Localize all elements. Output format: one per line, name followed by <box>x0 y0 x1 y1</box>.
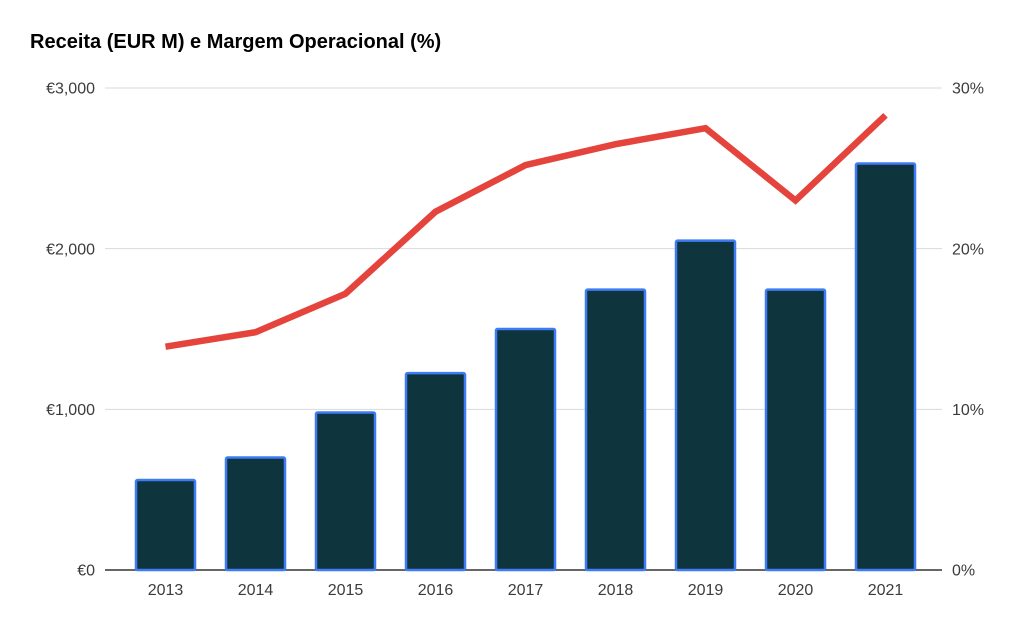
x-axis-category-label: 2016 <box>418 582 454 599</box>
right-axis-tick-label: 30% <box>952 81 984 98</box>
revenue-bar <box>854 162 917 572</box>
revenue-bar <box>584 288 647 572</box>
revenue-bar <box>224 456 287 572</box>
x-axis-category-label: 2019 <box>688 582 724 599</box>
right-axis-tick-label: 0% <box>952 563 975 580</box>
left-axis-tick-label: €2,000 <box>46 241 95 258</box>
revenue-bar <box>314 411 377 572</box>
x-axis-category-label: 2014 <box>238 582 274 599</box>
chart-title: Receita (EUR M) e Margem Operacional (%) <box>30 31 442 53</box>
left-axis-tick-label: €1,000 <box>46 402 95 419</box>
x-axis-category-label: 2017 <box>508 582 544 599</box>
right-axis-tick-label: 10% <box>952 402 984 419</box>
revenue-bar <box>134 478 197 572</box>
x-axis-category-label: 2013 <box>148 582 184 599</box>
left-axis-tick-label: €0 <box>77 563 95 580</box>
x-axis-category-label: 2021 <box>868 582 904 599</box>
revenue-bar <box>494 327 557 572</box>
x-axis-category-label: 2020 <box>778 582 814 599</box>
x-axis-category-label: 2015 <box>328 582 364 599</box>
margin-line <box>164 112 888 350</box>
revenue-bar <box>764 288 827 572</box>
revenue-bar <box>404 371 467 572</box>
left-axis-tick-label: €3,000 <box>46 81 95 98</box>
revenue-bar <box>674 239 737 572</box>
right-axis-tick-label: 20% <box>952 241 984 258</box>
x-axis-category-label: 2018 <box>598 582 634 599</box>
